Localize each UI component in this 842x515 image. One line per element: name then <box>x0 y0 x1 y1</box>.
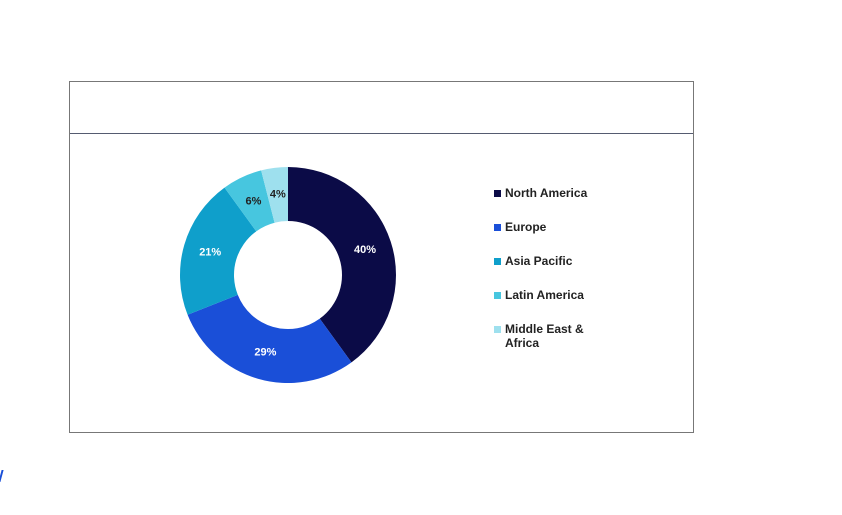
legend-swatch <box>494 292 501 299</box>
data-label: 4% <box>270 189 286 201</box>
legend: North America Europe Asia Pacific Latin Ame… <box>494 186 594 370</box>
data-label: 21% <box>199 246 221 258</box>
legend-swatch <box>494 258 501 265</box>
chart-frame <box>69 81 694 433</box>
legend-label: North America <box>505 186 588 200</box>
data-label: 40% <box>354 244 376 256</box>
donut-slice <box>224 170 275 232</box>
legend-label: Asia Pacific <box>505 254 573 268</box>
legend-label: Latin America <box>505 288 584 302</box>
header-divider <box>70 133 693 134</box>
donut-slice <box>187 294 352 384</box>
legend-item: Latin America <box>494 288 594 302</box>
legend-swatch <box>494 224 501 231</box>
donut-slice <box>180 187 257 315</box>
legend-item: Middle East & Africa <box>494 322 594 350</box>
data-label: 29% <box>254 347 276 359</box>
legend-label: Europe <box>505 220 547 234</box>
legend-item: Europe <box>494 220 594 234</box>
donut-slice <box>261 167 288 223</box>
donut-slice <box>288 167 396 363</box>
legend-item: North America <box>494 186 594 200</box>
legend-label: Middle East & Africa <box>505 322 584 350</box>
legend-item: Asia Pacific <box>494 254 594 268</box>
legend-swatch <box>494 326 501 333</box>
legend-swatch <box>494 190 501 197</box>
data-label: 6% <box>246 196 262 208</box>
